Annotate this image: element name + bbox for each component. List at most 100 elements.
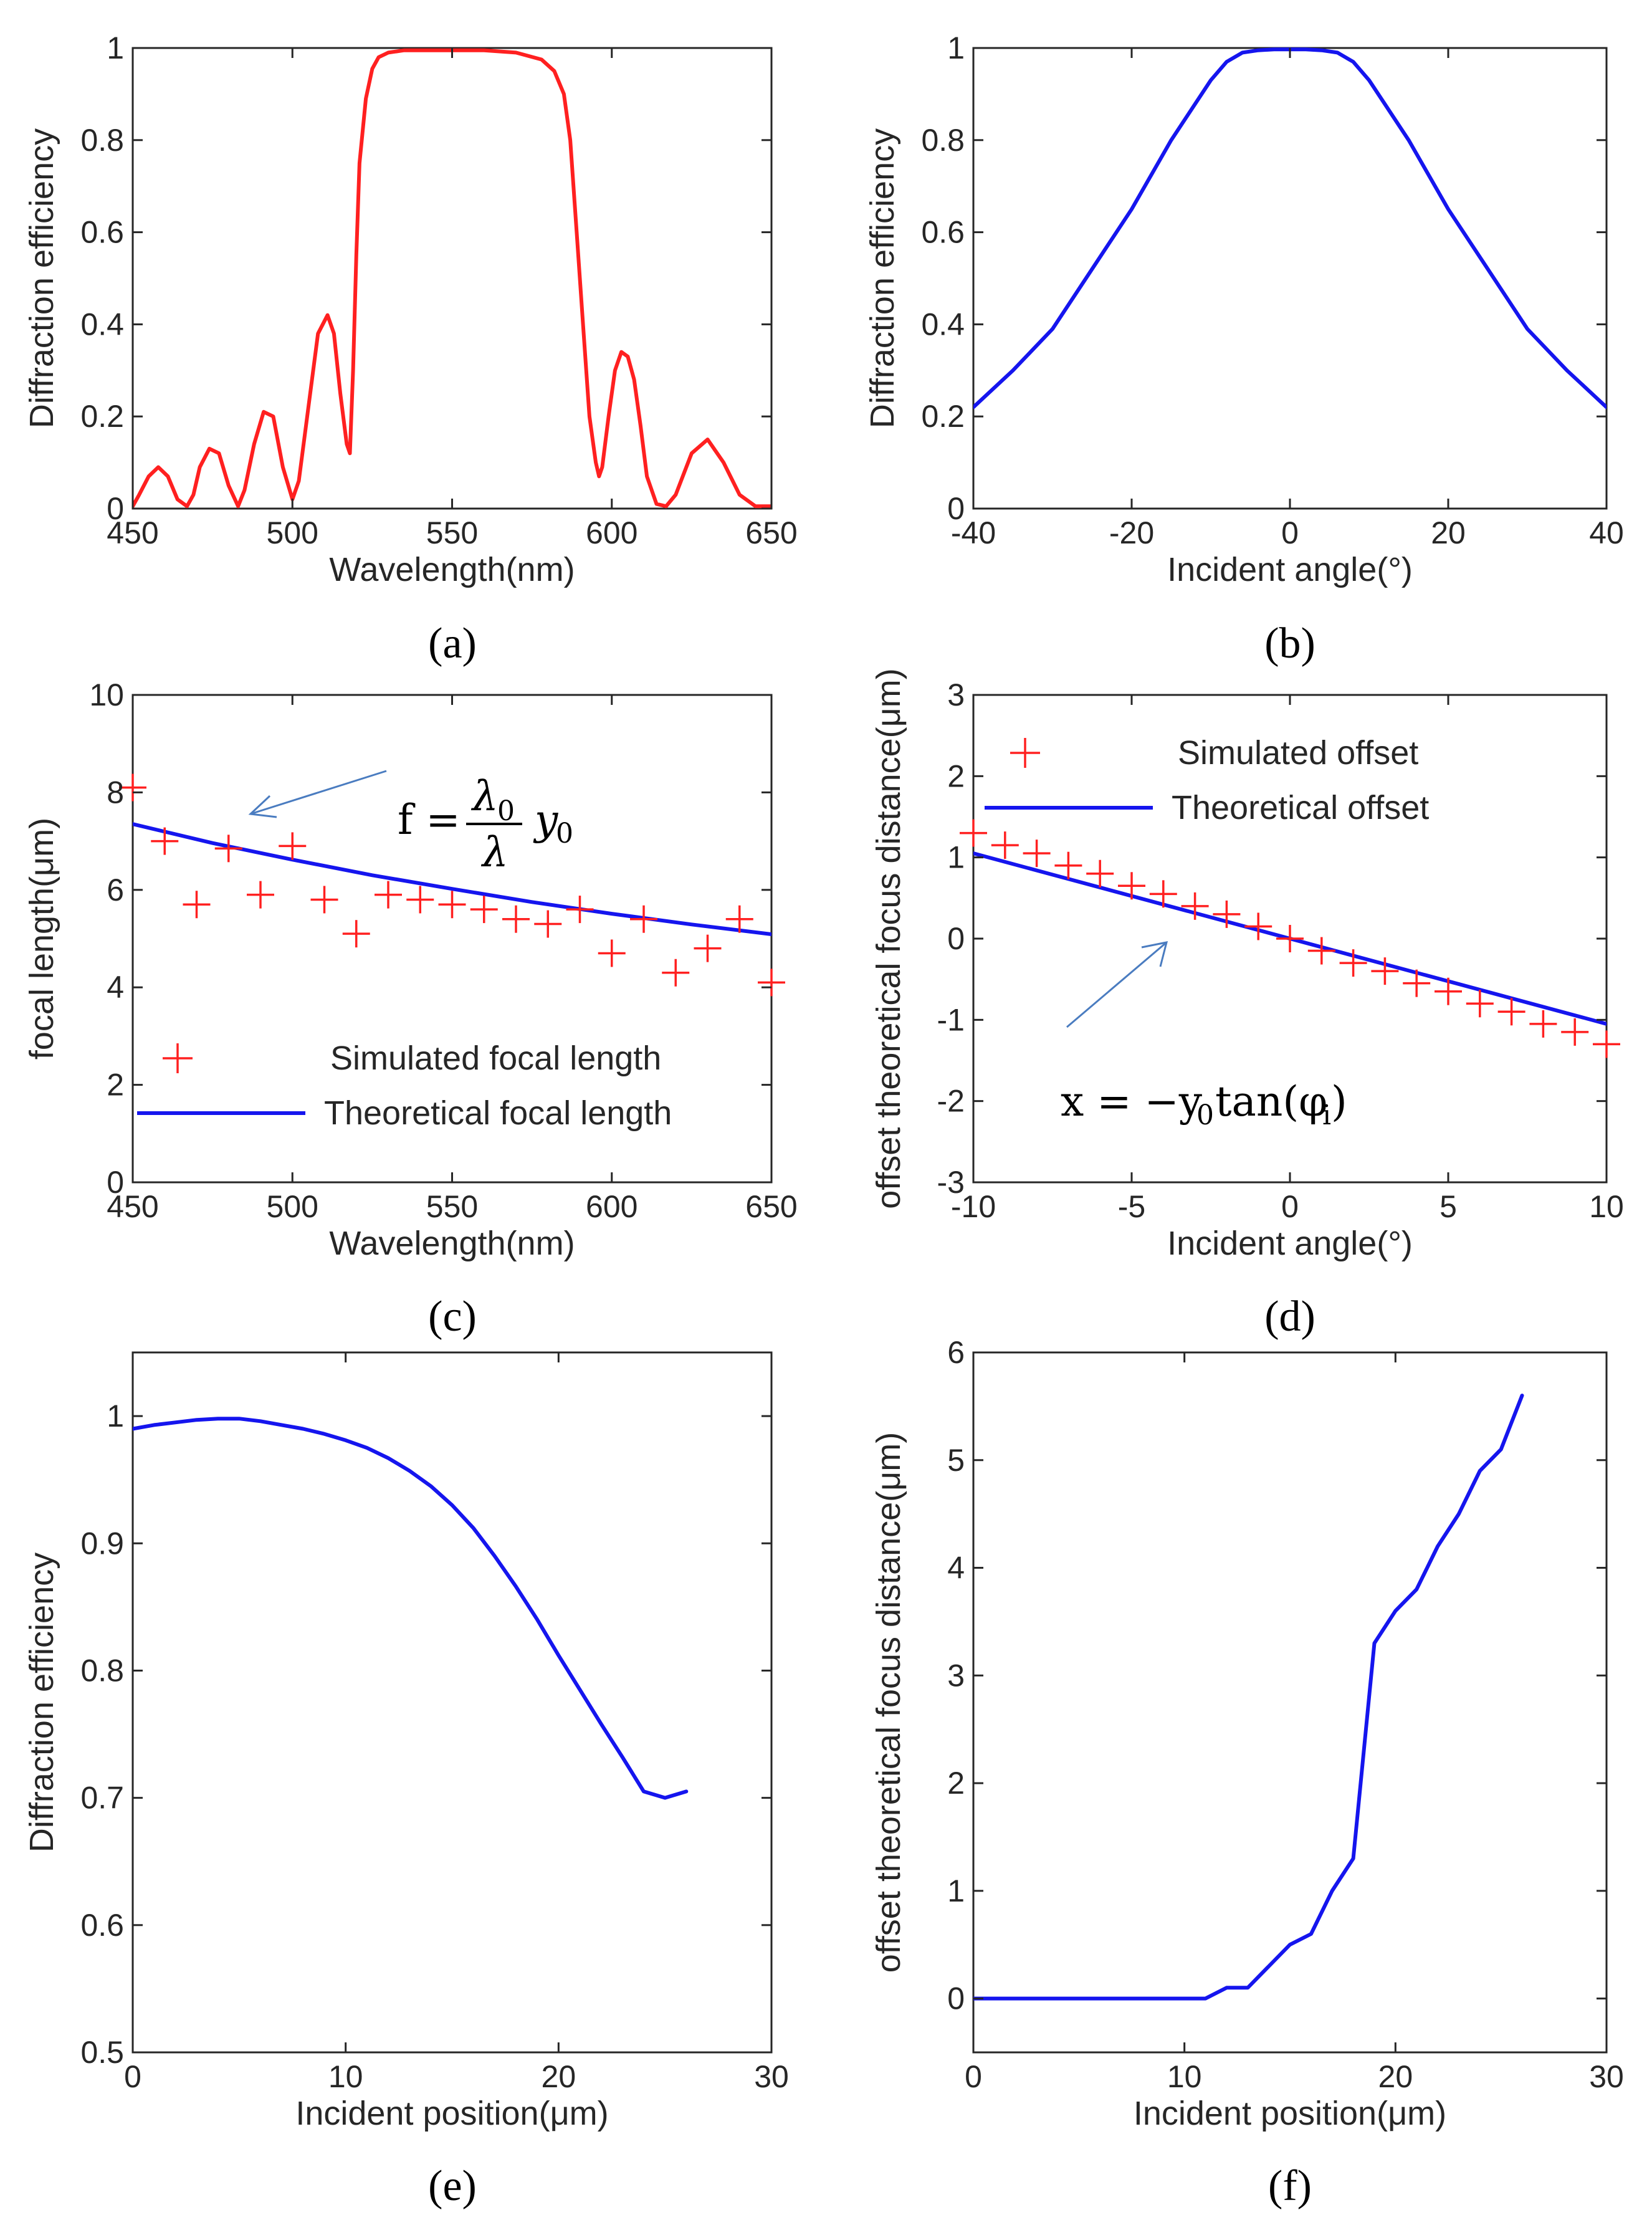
marker-c-0-2 <box>183 891 211 919</box>
y-tick-label-c-4: 8 <box>107 775 124 810</box>
formula-c-lambda0: λ <box>470 772 499 820</box>
plot-frame-a <box>131 47 773 510</box>
x-tick-label-b-1: -20 <box>1109 515 1154 550</box>
series-line-f-0 <box>973 1394 1524 2001</box>
y-tick-label-d-6: 3 <box>947 677 965 712</box>
y-tick-label-d-1: -2 <box>937 1084 965 1119</box>
x-tick-label-c-0: 450 <box>107 1189 158 1224</box>
y-tick-label-f-4: 4 <box>947 1551 965 1586</box>
marker-c-0-13 <box>534 910 562 938</box>
x-tick-label-c-3: 600 <box>586 1189 637 1224</box>
y-tick-label-b-1: 0.2 <box>921 399 965 434</box>
chart-e: 0 10 20 30 0.5 0.6 0.7 0.8 0.9 1 Incident position… <box>23 1351 789 2210</box>
y-tick-label-e-4: 0.9 <box>80 1526 124 1561</box>
y-axis-label-b: Diffraction efficiency <box>864 128 901 428</box>
y-axis-label-a: Diffraction efficiency <box>23 128 60 428</box>
marker-c-0-12 <box>502 905 530 933</box>
y-tick-label-e-0: 0.5 <box>80 2035 124 2070</box>
marker-d-0-5 <box>1118 872 1145 900</box>
marker-d-0-17 <box>1497 998 1525 1026</box>
formula-d-lhs: x = −y <box>1061 1078 1203 1126</box>
formula-offset: x = −y 0 tan(φ i ) <box>1061 1078 1347 1131</box>
x-tick-label-c-2: 550 <box>426 1189 478 1224</box>
y-axis-label-d: offset theoretical focus distance(μm) <box>870 668 907 1209</box>
marker-c-0-16 <box>630 905 657 933</box>
y-tick-label-d-5: 2 <box>947 758 965 793</box>
y-tick-label-c-2: 4 <box>107 970 124 1005</box>
plot-frame-e <box>131 1351 773 2054</box>
x-axis-label-e: Incident position(μm) <box>295 2095 608 2132</box>
y-tick-label-a-0: 0 <box>107 491 124 526</box>
y-tick-label-b-5: 1 <box>947 31 965 65</box>
formula-c-sub0: 0 <box>497 795 515 827</box>
chart-c: 450 500 550 600 650 0 2 4 6 8 10 Wavelength(nm) foca… <box>23 677 798 1341</box>
marker-d-0-4 <box>1086 859 1114 888</box>
x-tick-label-a-1: 500 <box>267 515 318 550</box>
marker-c-0-9 <box>406 886 434 914</box>
marker-d-0-12 <box>1339 949 1367 977</box>
marker-d-0-16 <box>1466 990 1494 1018</box>
y-tick-label-f-2: 2 <box>947 1766 965 1801</box>
legend-c: Simulated focal length Theoretical focal … <box>137 1040 672 1132</box>
x-tick-label-c-1: 500 <box>267 1189 318 1224</box>
chart-f: 0 10 20 30 0 1 2 3 4 5 6 Incident position(μm) offse… <box>870 1335 1624 2210</box>
series-group-f <box>973 1394 1524 2001</box>
marker-c-0-19 <box>725 905 753 933</box>
y-tick-label-a-5: 1 <box>107 31 124 65</box>
marker-c-0-8 <box>375 881 402 909</box>
marker-c-0-18 <box>694 934 722 962</box>
formula-c-lambda: λ <box>480 828 508 876</box>
x-tick-label-e-1: 10 <box>328 2059 363 2094</box>
y-tick-label-f-1: 1 <box>947 1873 965 1908</box>
y-axis-label-c: focal length(μm) <box>23 818 60 1060</box>
chart-b: -40 -20 0 20 40 0 0.2 0.4 0.6 0.8 1 Incident angle(… <box>864 31 1624 668</box>
x-tick-label-d-4: 10 <box>1589 1189 1624 1224</box>
y-tick-label-a-2: 0.4 <box>80 307 124 342</box>
formula-c-f: f = <box>398 796 461 844</box>
y-tick-label-b-3: 0.6 <box>921 215 965 250</box>
y-tick-label-c-3: 6 <box>107 873 124 907</box>
y-tick-label-c-1: 2 <box>107 1068 124 1103</box>
marker-d-0-9 <box>1244 912 1272 940</box>
series-group-b <box>973 47 1607 409</box>
x-tick-label-a-4: 650 <box>745 515 797 550</box>
y-tick-label-b-4: 0.8 <box>921 123 965 158</box>
marker-d-0-10 <box>1276 925 1304 952</box>
legend-d: Simulated offset Theoretical offset <box>985 734 1429 826</box>
marker-c-0-4 <box>247 881 274 909</box>
y-tick-label-e-3: 0.8 <box>80 1653 124 1688</box>
marker-c-0-14 <box>566 896 594 924</box>
x-axis-label-a: Wavelength(nm) <box>329 551 575 588</box>
formula-d-subi: i <box>1322 1099 1331 1131</box>
marker-d-0-14 <box>1403 969 1431 997</box>
chart-a: 450 500 550 600 650 0 0.2 0.4 0.6 0.8 1 Wavelength(… <box>23 31 798 668</box>
marker-d-0-2 <box>1023 840 1051 868</box>
x-tick-label-d-2: 0 <box>1281 1189 1299 1224</box>
formula-c-y0: y <box>533 796 558 844</box>
series-line-b-0 <box>973 47 1607 409</box>
marker-d-0-7 <box>1181 892 1209 920</box>
caption-d: (d) <box>1264 1293 1315 1341</box>
y-tick-label-d-3: 0 <box>947 921 965 956</box>
legend-label-d-1: Theoretical offset <box>1172 789 1429 826</box>
y-tick-label-b-2: 0.4 <box>921 307 965 342</box>
plot-frame-b <box>972 47 1608 510</box>
arrow-d-line <box>1066 941 1167 1028</box>
marker-c-0-5 <box>279 832 307 860</box>
marker-d-0-6 <box>1149 880 1177 908</box>
legend-label-d-0: Simulated offset <box>1178 734 1418 772</box>
x-tick-label-f-0: 0 <box>965 2059 982 2094</box>
x-axis-label-d: Incident angle(°) <box>1167 1225 1413 1262</box>
formula-d-sub0: 0 <box>1196 1099 1214 1131</box>
x-tick-label-d-0: -10 <box>951 1189 996 1224</box>
marker-c-0-1 <box>151 827 179 855</box>
x-tick-label-d-3: 5 <box>1440 1189 1457 1224</box>
x-tick-label-a-2: 550 <box>426 515 478 550</box>
y-tick-label-f-0: 0 <box>947 1981 965 2016</box>
marker-c-0-3 <box>214 835 242 863</box>
marker-c-0-20 <box>758 969 785 997</box>
x-tick-label-f-3: 30 <box>1589 2059 1624 2094</box>
marker-d-0-19 <box>1561 1018 1589 1046</box>
